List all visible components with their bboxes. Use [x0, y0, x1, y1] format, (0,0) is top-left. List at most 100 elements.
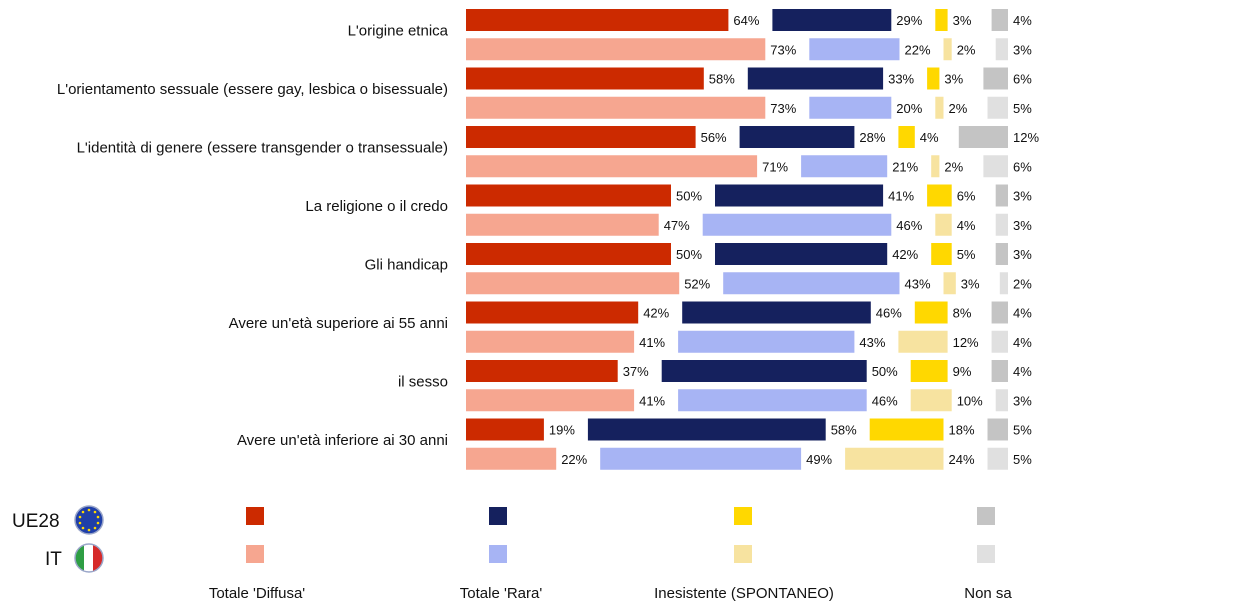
data-label: 3% [961, 276, 980, 291]
data-label: 43% [905, 276, 931, 291]
data-label: 46% [872, 393, 898, 408]
data-label: 3% [1013, 218, 1032, 233]
bar-ue28-seg2 [715, 184, 884, 207]
bar-it-seg3 [845, 447, 944, 470]
bar-it-seg3 [943, 272, 956, 295]
data-label: 6% [1013, 159, 1032, 174]
data-label: 2% [1013, 276, 1032, 291]
bar-it-seg2 [723, 272, 900, 295]
data-label: 56% [701, 130, 727, 145]
legend-label: Non sa [964, 585, 1012, 602]
data-label: 3% [1013, 189, 1032, 204]
data-label: 6% [957, 189, 976, 204]
legend-label: Inesistente (SPONTANEO) [654, 585, 834, 602]
bar-ue28-seg3 [898, 126, 915, 148]
bar-it-seg2 [678, 389, 867, 412]
bar-it-seg4 [991, 330, 1008, 353]
bar-it-seg2 [678, 330, 855, 353]
bar-it-seg3 [910, 389, 952, 412]
bar-ue28-seg2 [739, 126, 855, 148]
bar-ue28-seg1 [466, 9, 729, 31]
legend-label: Totale 'Diffusa' [209, 585, 305, 602]
italy-flag-icon [74, 543, 104, 573]
bar-ue28-seg1 [466, 184, 671, 207]
bar-ue28-seg1 [466, 418, 544, 441]
bar-it-seg4 [987, 96, 1008, 119]
bar-it-seg4 [995, 213, 1008, 236]
data-label: 29% [896, 13, 922, 28]
bar-it-seg2 [809, 96, 892, 119]
data-label: 5% [1013, 452, 1032, 467]
bar-ue28-seg2 [682, 301, 871, 324]
bar-ue28-seg4 [991, 360, 1008, 382]
eu-flag-icon [74, 505, 104, 535]
data-label: 18% [949, 423, 975, 438]
legend: UE28 IT Totale 'Diffusa' Totale 'Rara' Ine… [12, 505, 1012, 602]
data-label: 42% [643, 306, 669, 321]
bar-ue28-seg4 [958, 126, 1008, 148]
category-label: L'orientamento sessuale (essere gay, les… [57, 81, 448, 98]
data-label: 3% [1013, 247, 1032, 262]
data-label: 58% [709, 72, 735, 87]
data-label: 2% [949, 101, 968, 116]
bar-ue28-seg1 [466, 126, 696, 148]
bar-it-seg4 [999, 272, 1008, 295]
bar-it-seg3 [898, 330, 948, 353]
bar-ue28-seg3 [910, 360, 948, 382]
legend-swatch-it-1 [246, 545, 264, 563]
legend-swatch-ue28-4 [977, 507, 995, 525]
data-label: 43% [859, 335, 885, 350]
category-label: L'origine etnica [348, 22, 449, 39]
legend-swatch-it-3 [734, 545, 752, 563]
bar-it-seg4 [995, 38, 1008, 61]
bar-ue28-seg3 [914, 301, 948, 324]
data-label: 41% [639, 335, 665, 350]
data-label: 47% [664, 218, 690, 233]
data-label: 2% [957, 42, 976, 57]
category-label: Avere un'età inferiore ai 30 anni [237, 432, 448, 449]
bar-ue28-seg3 [927, 184, 952, 207]
bar-it-seg1 [466, 213, 659, 236]
data-label: 50% [676, 189, 702, 204]
data-label: 41% [639, 393, 665, 408]
bar-it-seg1 [466, 38, 766, 61]
bar-it-seg3 [943, 38, 952, 61]
data-label: 41% [888, 189, 914, 204]
legend-label: Totale 'Rara' [460, 585, 543, 602]
data-label: 9% [953, 364, 972, 379]
data-label: 3% [953, 13, 972, 28]
data-label: 33% [888, 72, 914, 87]
bar-ue28-seg4 [987, 418, 1008, 441]
bar-ue28-seg3 [869, 418, 944, 441]
bar-ue28-seg4 [983, 67, 1008, 90]
bar-ue28-seg1 [466, 301, 639, 324]
data-label: 6% [1013, 72, 1032, 87]
bar-ue28-seg3 [927, 67, 940, 90]
data-label: 49% [806, 452, 832, 467]
bar-it-seg1 [466, 447, 557, 470]
data-label: 3% [944, 72, 963, 87]
bar-ue28-seg3 [931, 243, 952, 265]
data-label: 3% [1013, 393, 1032, 408]
legend-swatch-it-2 [489, 545, 507, 563]
bar-it-seg3 [935, 213, 952, 236]
bar-it-seg1 [466, 389, 635, 412]
bar-it-seg2 [801, 155, 888, 178]
bar-ue28-seg2 [587, 418, 826, 441]
data-label: 24% [949, 452, 975, 467]
data-label: 73% [770, 101, 796, 116]
legend-swatch-ue28-2 [489, 507, 507, 525]
data-label: 73% [770, 42, 796, 57]
data-label: 19% [549, 423, 575, 438]
category-label: La religione o il credo [305, 198, 448, 215]
data-label: 4% [1013, 306, 1032, 321]
data-label: 20% [896, 101, 922, 116]
legend-row-label-it: IT [45, 549, 62, 570]
bar-ue28-seg1 [466, 243, 671, 265]
data-label: 4% [957, 218, 976, 233]
bar-it-seg4 [995, 389, 1008, 412]
bars-layer: L'origine etnica 64% 29% 3% 4% 73% 22% 2% 3% L'or… [57, 9, 1039, 470]
data-label: 37% [623, 364, 649, 379]
data-label: 3% [1013, 42, 1032, 57]
